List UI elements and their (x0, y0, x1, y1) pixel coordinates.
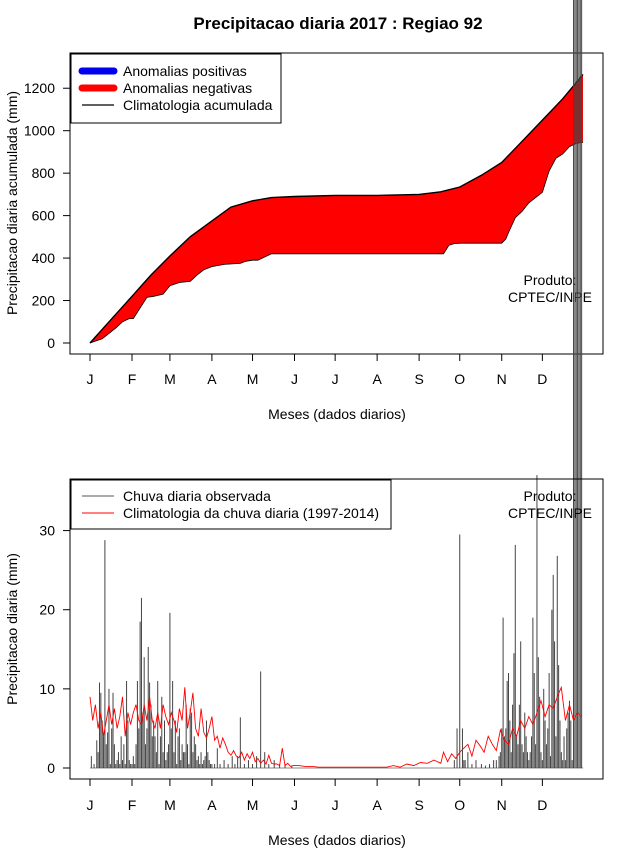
daily-precip-chart: 0 10 20 30 J F M A M J J A S O N D Meses (dados diario… (4, 0, 604, 848)
legend-label-observed: Chuva diaria observada (123, 488, 271, 504)
y-axis: 0 10 20 30 (39, 523, 71, 776)
x-tick-label: M (247, 797, 259, 813)
y-tick-label: 400 (32, 250, 56, 266)
climatology-daily-line (89, 685, 582, 768)
x-tick-label: J (87, 371, 94, 387)
x-axis-label: Meses (dados diarios) (268, 832, 406, 848)
x-tick-label: J (87, 797, 94, 813)
y-tick-label: 10 (39, 681, 55, 697)
legend-label-climatology: Climatologia acumulada (123, 97, 273, 113)
x-tick-label: F (128, 371, 137, 387)
climatology-line (89, 685, 582, 768)
x-tick-label: A (372, 371, 382, 387)
x-axis-label: Meses (dados diarios) (268, 406, 406, 422)
x-tick-label: S (414, 371, 423, 387)
y-axis: 0 200 400 600 800 1000 1200 (24, 80, 71, 351)
x-tick-label: A (207, 797, 217, 813)
y-tick-label: 1200 (24, 80, 55, 96)
legend-box (70, 479, 392, 530)
product-source: CPTEC/INPE (508, 289, 592, 305)
legend-label-negative: Anomalias negativas (123, 80, 252, 96)
y-tick-label: 600 (32, 208, 56, 224)
negative-anomaly-area (89, 73, 584, 344)
x-tick-label: M (164, 371, 176, 387)
y-axis-label: Precipitacao diaria (mm) (4, 553, 20, 705)
y-tick-label: 0 (47, 760, 55, 776)
observed-bars (90, 0, 583, 769)
legend-label-climatology: Climatologia da chuva diaria (1997-2014) (123, 505, 379, 521)
y-tick-label: 800 (32, 165, 56, 181)
x-tick-label: A (372, 797, 382, 813)
x-tick-label: J (291, 797, 298, 813)
y-tick-label: 20 (39, 602, 55, 618)
product-source: CPTEC/INPE (508, 505, 592, 521)
y-axis-label: Precipitacao diaria acumulada (mm) (4, 91, 20, 315)
x-tick-label: N (497, 371, 507, 387)
negative-anomaly-fill (90, 74, 583, 344)
y-tick-label: 0 (47, 335, 55, 351)
y-tick-label: 1000 (24, 123, 55, 139)
x-tick-label: J (291, 371, 298, 387)
product-label: Produto: (524, 272, 577, 288)
x-tick-label: M (247, 371, 259, 387)
x-tick-label: O (454, 797, 465, 813)
observed-cumulative-line (89, 142, 584, 344)
x-tick-label: S (414, 797, 423, 813)
legend: Anomalias positivas Anomalias negativas … (70, 53, 282, 124)
page-title: Precipitacao diaria 2017 : Regiao 92 (193, 14, 483, 33)
x-tick-label: J (332, 797, 339, 813)
y-tick-label: 30 (39, 523, 55, 539)
x-tick-label: O (454, 371, 465, 387)
x-tick-label: A (207, 371, 217, 387)
legend-label-positive: Anomalias positivas (123, 63, 247, 79)
y-tick-label: 200 (32, 293, 56, 309)
x-tick-label: F (128, 797, 137, 813)
x-tick-label: J (332, 371, 339, 387)
x-tick-label: N (497, 797, 507, 813)
legend: Chuva diaria observada Climatologia da c… (70, 479, 392, 530)
cumulative-precip-chart: 0 200 400 600 800 1000 1200 J F M A M J J A S O N D Meses… (4, 52, 604, 422)
product-label: Produto: (524, 488, 577, 504)
x-tick-label: D (537, 371, 547, 387)
climatology-cumulative-line (89, 73, 584, 344)
x-tick-label: M (164, 797, 176, 813)
x-tick-label: D (537, 797, 547, 813)
